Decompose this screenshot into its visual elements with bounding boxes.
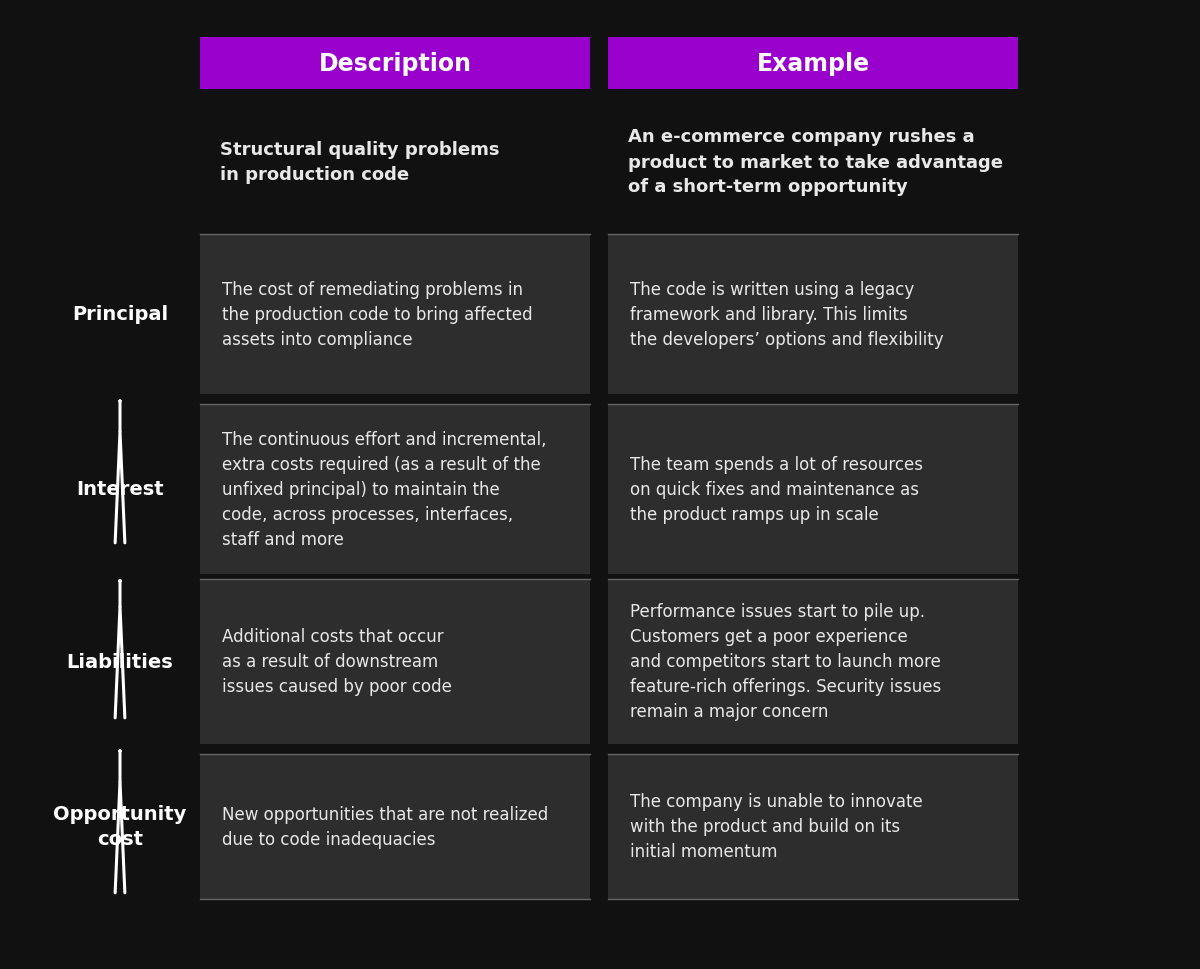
Text: New opportunities that are not realized
due to code inadequacies: New opportunities that are not realized … bbox=[222, 805, 548, 848]
Text: The company is unable to innovate
with the product and build on its
initial mome: The company is unable to innovate with t… bbox=[630, 793, 923, 860]
Text: Description: Description bbox=[318, 52, 472, 76]
Bar bbox=[200, 405, 590, 575]
Text: Performance issues start to pile up.
Customers get a poor experience
and competi: Performance issues start to pile up. Cus… bbox=[630, 603, 941, 721]
Text: The continuous effort and incremental,
extra costs required (as a result of the
: The continuous effort and incremental, e… bbox=[222, 430, 546, 548]
Text: Structural quality problems
in production code: Structural quality problems in productio… bbox=[220, 141, 499, 184]
Text: Principal: Principal bbox=[72, 305, 168, 325]
Text: Opportunity
cost: Opportunity cost bbox=[53, 804, 187, 849]
Text: An e-commerce company rushes a
product to market to take advantage
of a short-te: An e-commerce company rushes a product t… bbox=[628, 128, 1003, 197]
Text: Example: Example bbox=[756, 52, 870, 76]
Bar bbox=[608, 754, 1018, 899]
Text: The team spends a lot of resources
on quick fixes and maintenance as
the product: The team spends a lot of resources on qu… bbox=[630, 455, 923, 523]
Text: Additional costs that occur
as a result of downstream
issues caused by poor code: Additional costs that occur as a result … bbox=[222, 628, 452, 696]
Bar bbox=[200, 38, 590, 90]
Text: Liabilities: Liabilities bbox=[67, 652, 173, 672]
Bar bbox=[608, 405, 1018, 575]
Text: Interest: Interest bbox=[76, 480, 164, 499]
Text: The code is written using a legacy
framework and library. This limits
the develo: The code is written using a legacy frame… bbox=[630, 281, 943, 349]
Bar bbox=[608, 579, 1018, 744]
Bar bbox=[608, 38, 1018, 90]
Bar bbox=[200, 754, 590, 899]
Bar bbox=[608, 234, 1018, 394]
Bar bbox=[200, 234, 590, 394]
Text: The cost of remediating problems in
the production code to bring affected
assets: The cost of remediating problems in the … bbox=[222, 281, 533, 349]
Bar bbox=[200, 579, 590, 744]
